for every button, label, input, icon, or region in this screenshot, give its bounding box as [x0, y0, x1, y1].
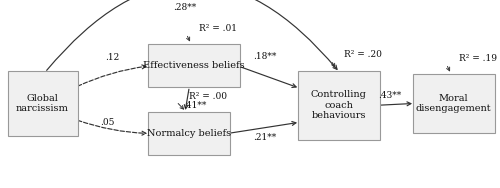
Text: R² = .20: R² = .20 — [344, 50, 382, 59]
FancyBboxPatch shape — [8, 70, 78, 136]
FancyBboxPatch shape — [148, 112, 230, 155]
Text: .43**: .43** — [378, 91, 402, 100]
FancyArrowPatch shape — [240, 67, 296, 87]
FancyArrowPatch shape — [380, 102, 411, 106]
FancyArrowPatch shape — [332, 63, 334, 67]
Text: Controlling
coach
behaviours: Controlling coach behaviours — [311, 90, 366, 120]
FancyBboxPatch shape — [412, 74, 495, 133]
FancyArrowPatch shape — [184, 89, 189, 109]
FancyArrowPatch shape — [46, 0, 337, 70]
FancyArrowPatch shape — [230, 121, 296, 133]
Text: Global
narcissism: Global narcissism — [16, 94, 69, 113]
Text: R² = .00: R² = .00 — [189, 92, 227, 101]
Text: .28**: .28** — [174, 3, 197, 12]
Text: .41**: .41** — [184, 101, 206, 110]
FancyArrowPatch shape — [186, 36, 190, 41]
Text: .05: .05 — [100, 118, 115, 127]
Text: .18**: .18** — [254, 52, 276, 61]
FancyBboxPatch shape — [298, 70, 380, 140]
Text: .21**: .21** — [254, 133, 276, 142]
Text: R² = .19: R² = .19 — [459, 54, 497, 63]
FancyArrowPatch shape — [78, 120, 146, 135]
Text: R² = .01: R² = .01 — [198, 24, 237, 33]
Text: Normalcy beliefs: Normalcy beliefs — [146, 129, 231, 138]
FancyBboxPatch shape — [148, 44, 240, 87]
FancyArrowPatch shape — [446, 66, 450, 71]
FancyArrowPatch shape — [78, 65, 146, 86]
Text: .12: .12 — [106, 53, 120, 62]
Text: Moral
disengagement: Moral disengagement — [416, 94, 492, 113]
FancyArrowPatch shape — [178, 104, 184, 109]
Text: Effectiveness beliefs: Effectiveness beliefs — [143, 61, 244, 70]
